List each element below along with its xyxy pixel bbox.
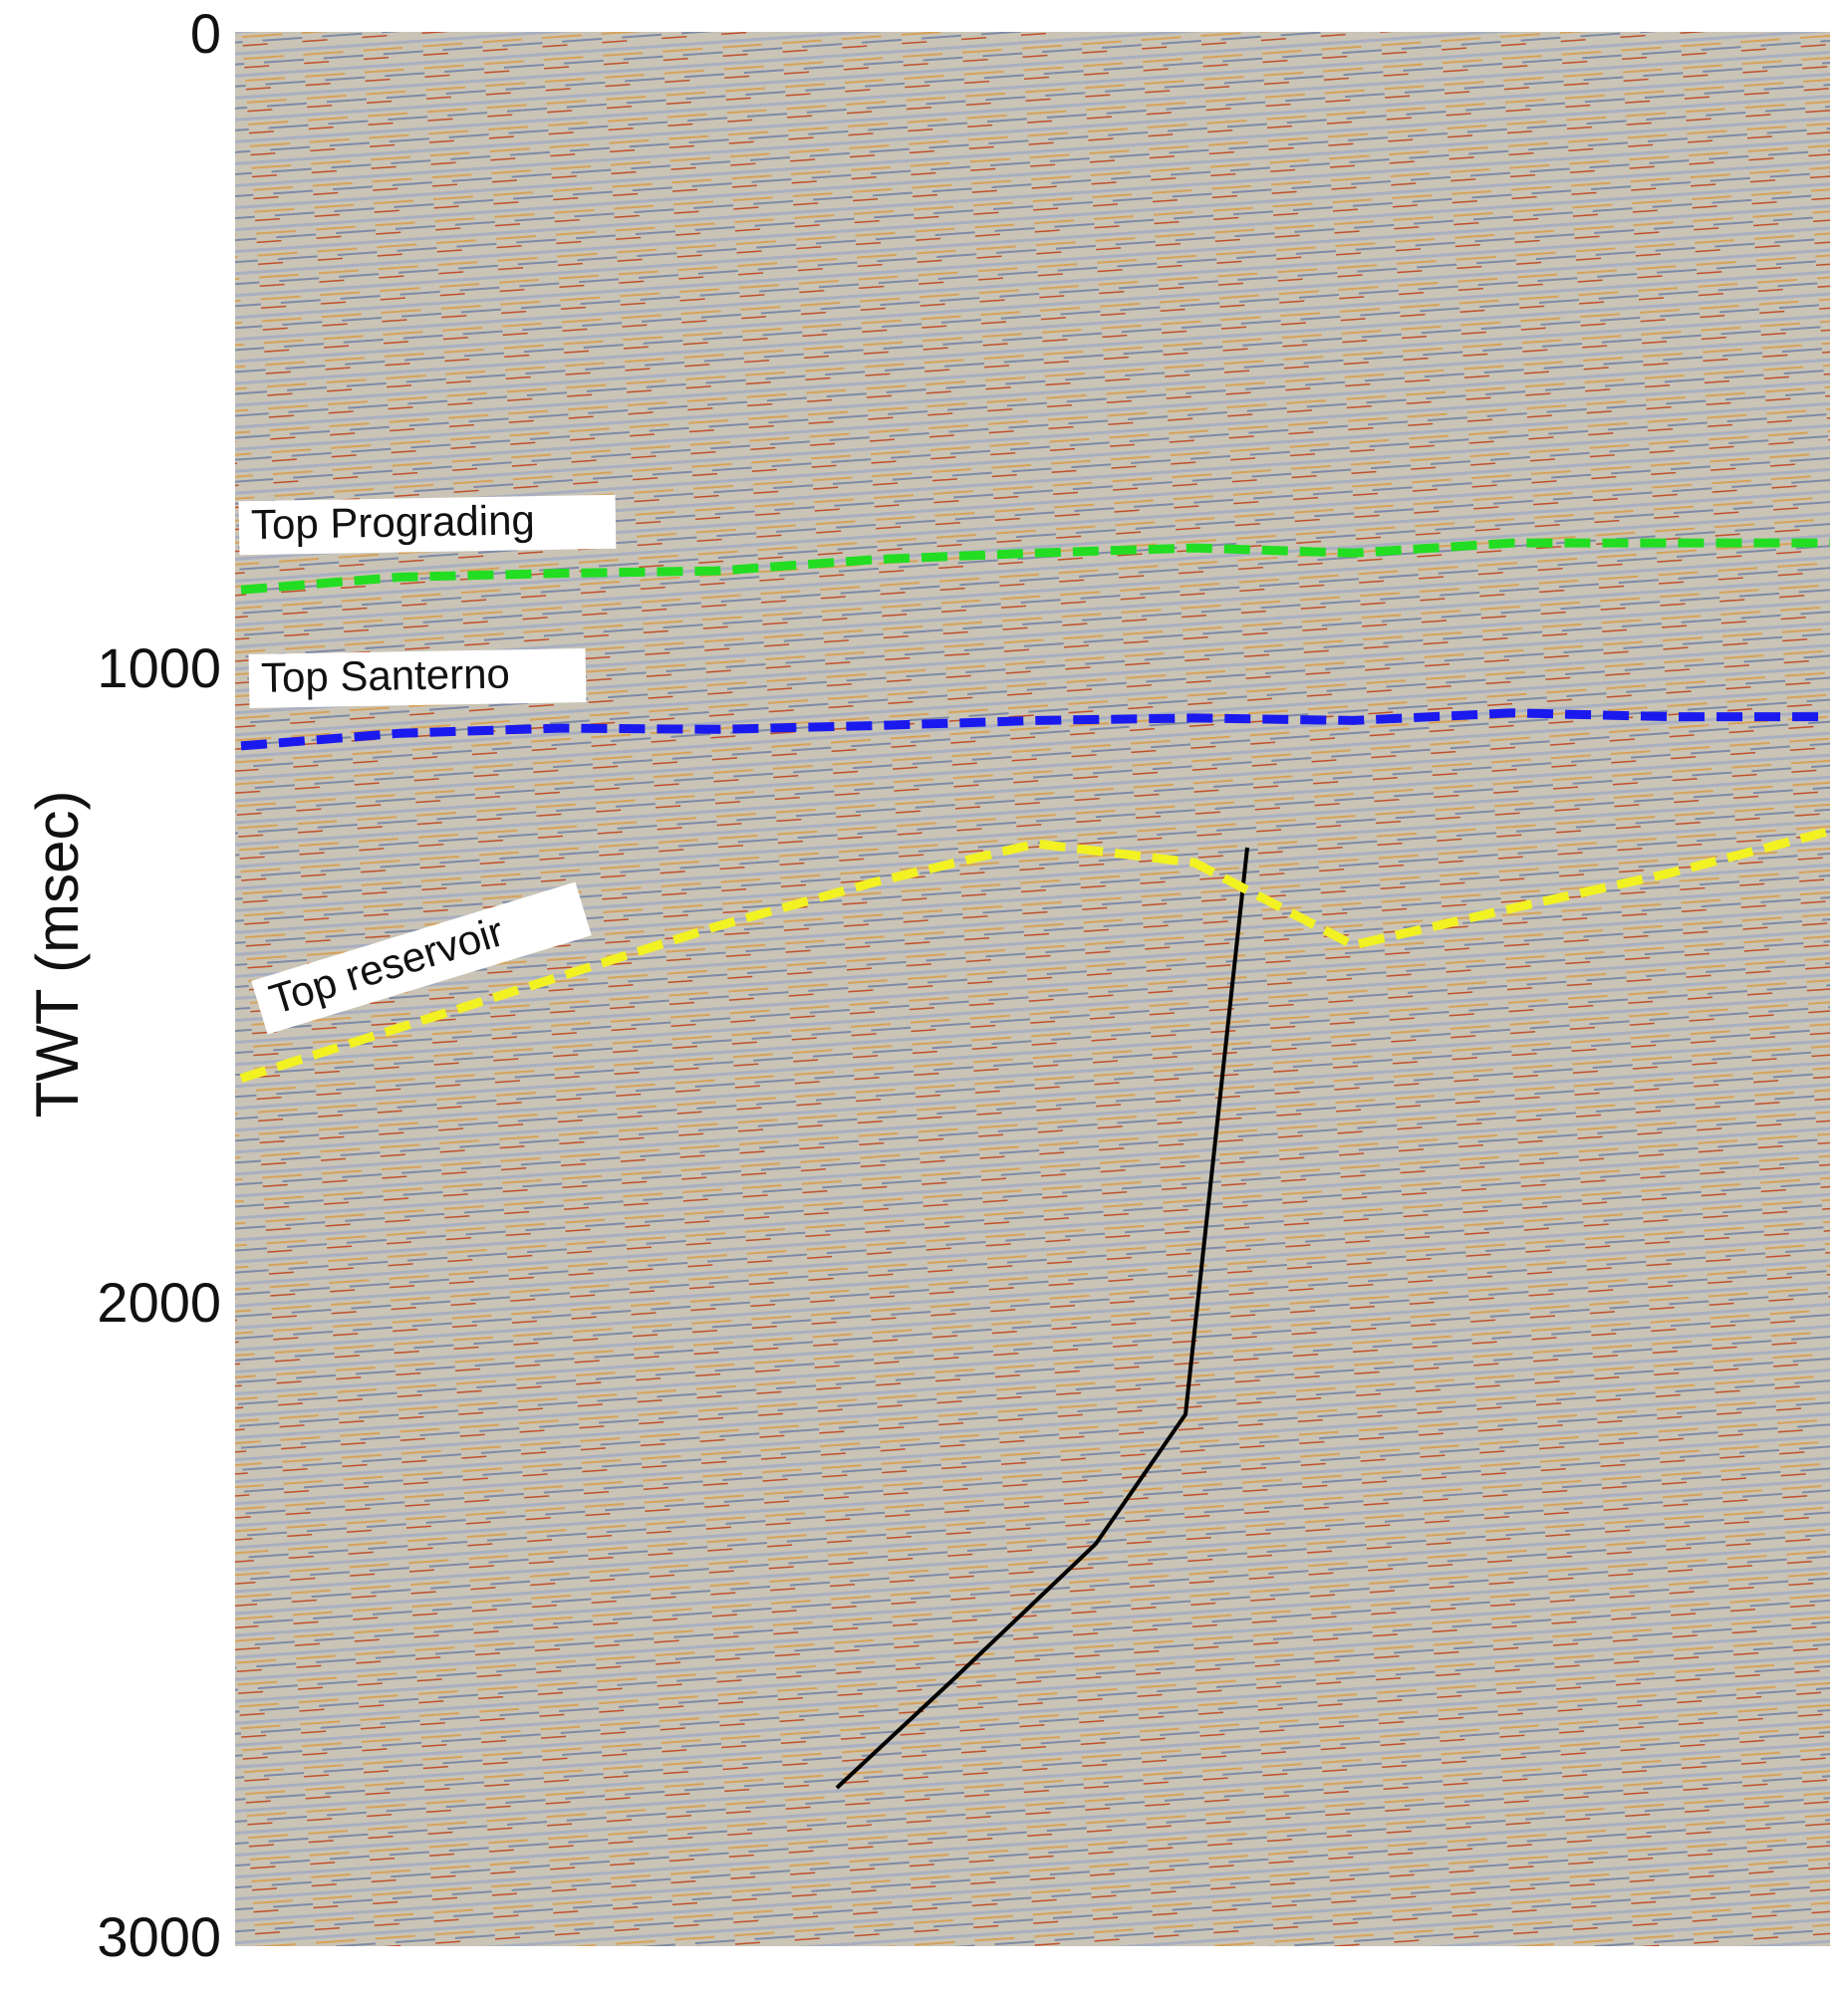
y-tick-label: 3000: [97, 1905, 221, 1968]
y-tick-label: 1000: [97, 636, 221, 699]
horizon-name: Top Santerno: [261, 649, 511, 700]
horizon-label: Top Prograding: [238, 494, 617, 556]
y-axis-label: TWT (msec): [24, 791, 91, 1119]
label-box: [248, 648, 587, 708]
label-box: [251, 881, 592, 1035]
fault-line: [835, 847, 1249, 1790]
label-box: [238, 494, 617, 556]
seismic-section: [235, 32, 1830, 1946]
horizon-line: [240, 538, 1830, 595]
y-tick-label: 2000: [97, 1271, 221, 1334]
horizon-name: Top Prograding: [251, 496, 536, 548]
y-tick-label: 0: [190, 2, 221, 65]
horizon-line: [240, 708, 1830, 751]
horizon-line: [239, 826, 1832, 1083]
horizon-label: Top Santerno: [248, 648, 587, 708]
plot-area: [239, 538, 1832, 1083]
